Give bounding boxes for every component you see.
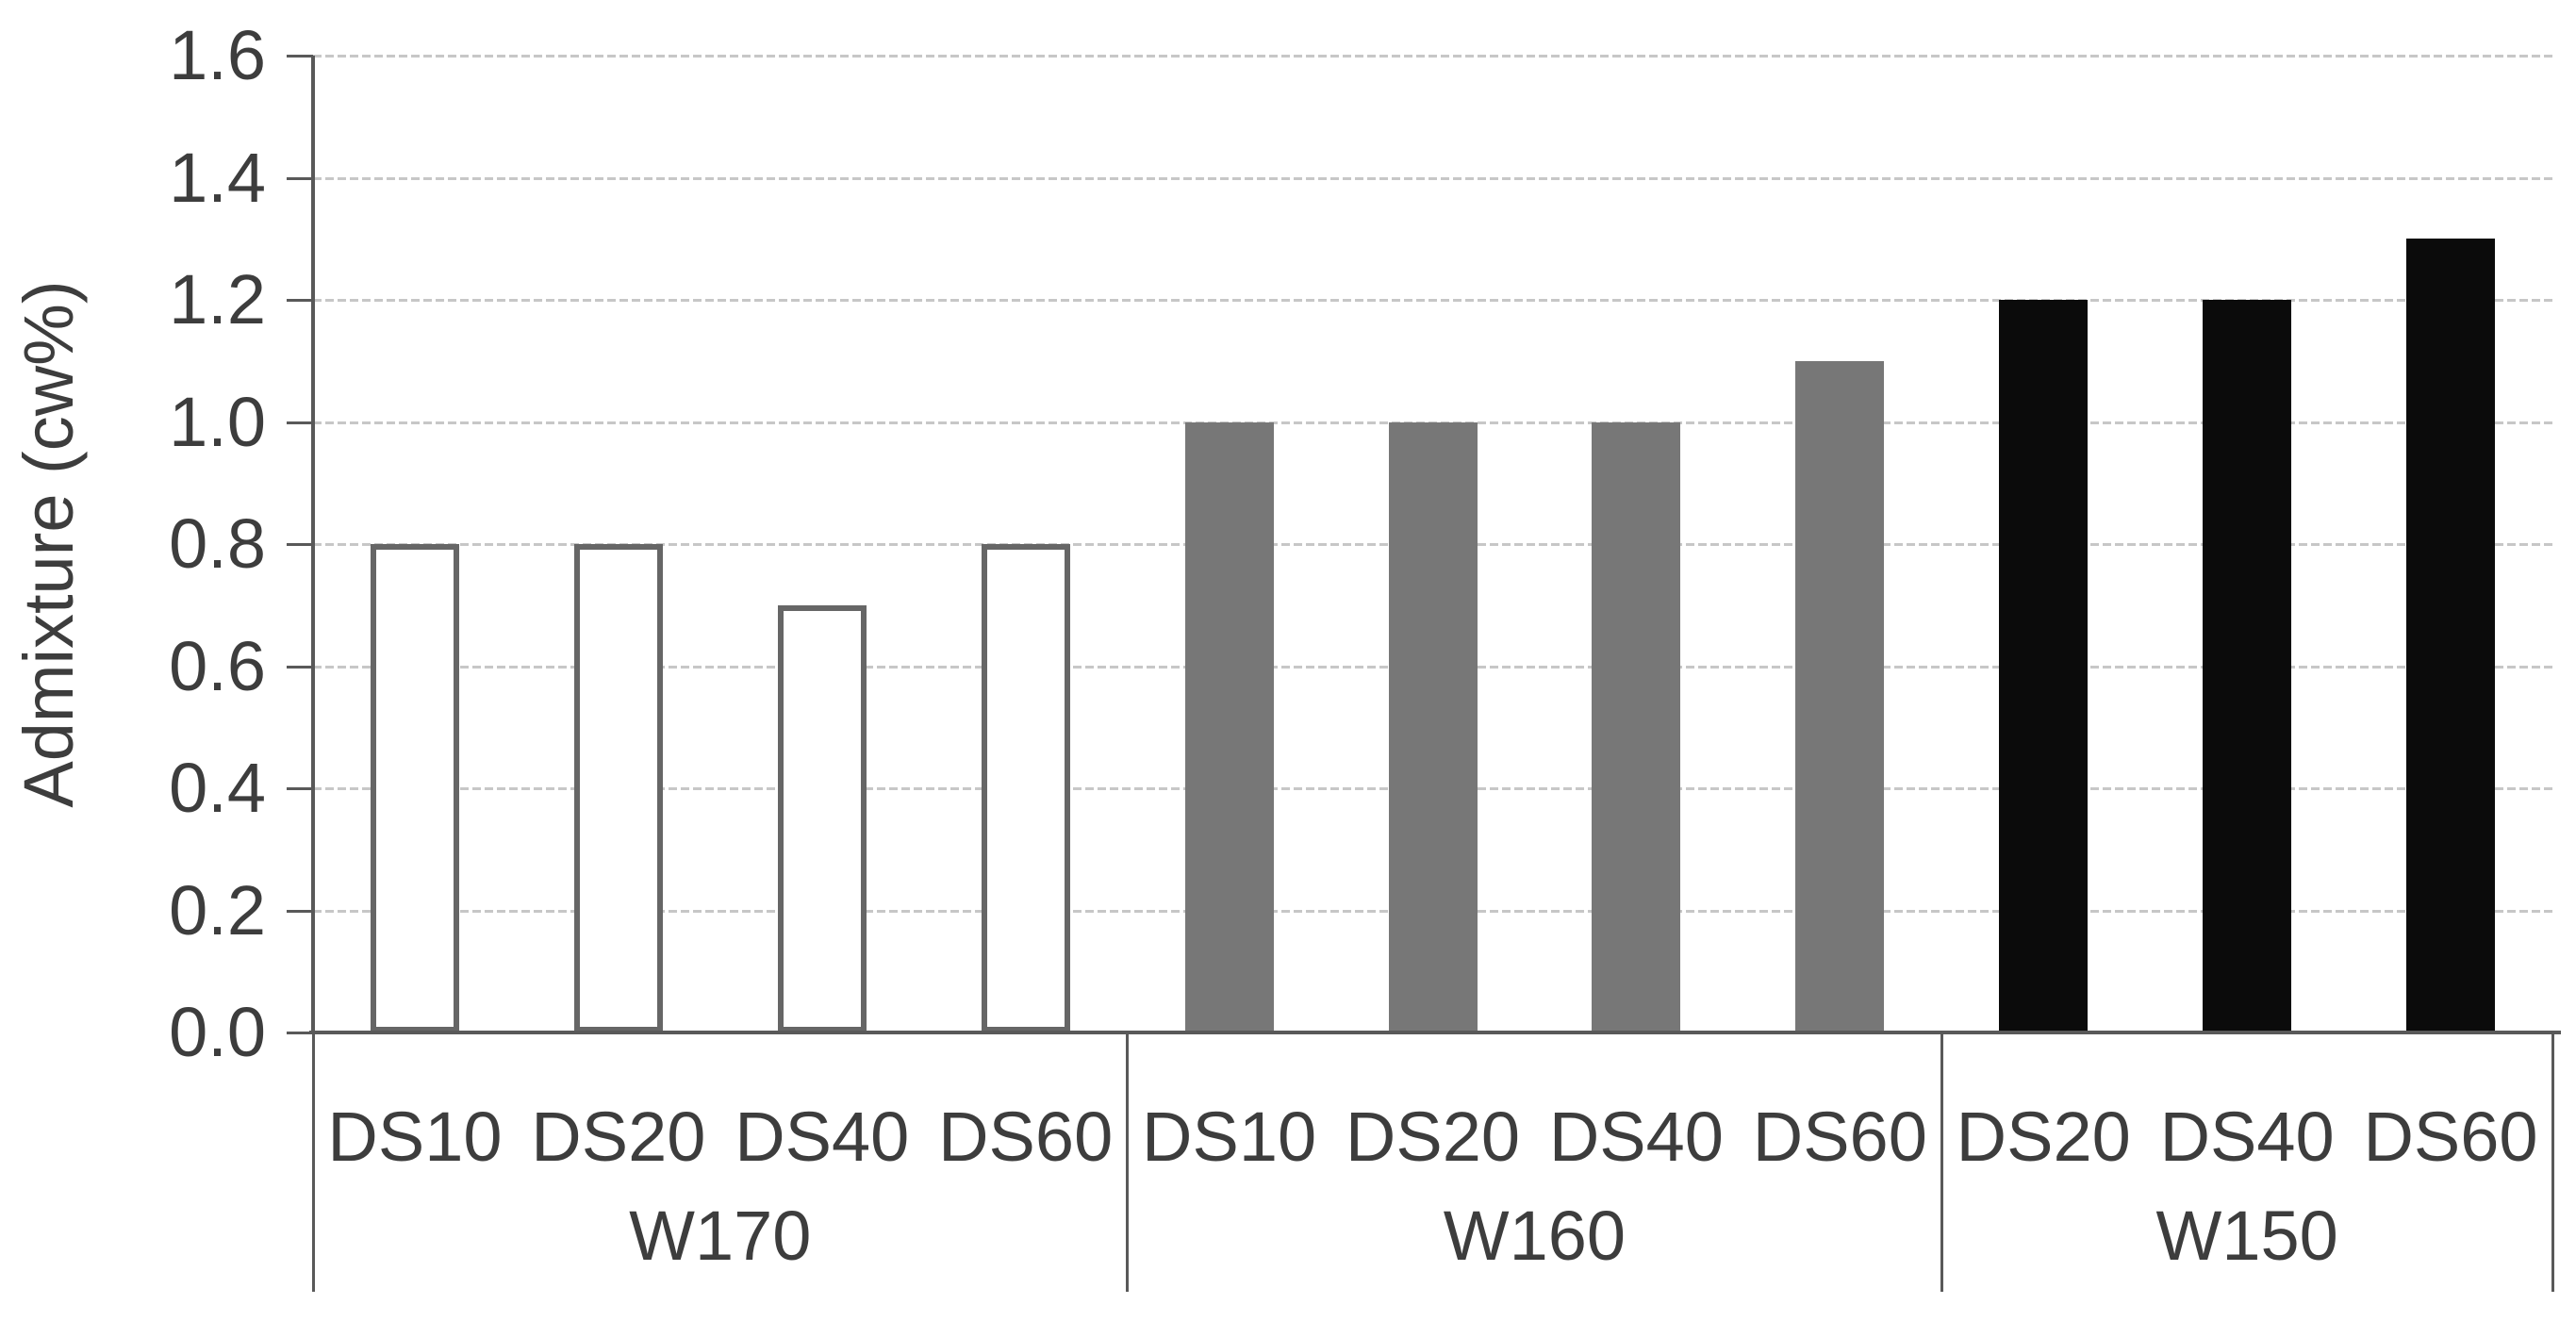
gridline bbox=[313, 176, 2552, 180]
x-axis-line bbox=[309, 1031, 2561, 1034]
gridline bbox=[313, 299, 2552, 302]
category-label-ds20: DS20 bbox=[531, 1098, 706, 1176]
bar-w160-ds10 bbox=[1184, 421, 1274, 1032]
y-axis-tick bbox=[287, 299, 313, 302]
bar-w160-ds20 bbox=[1388, 421, 1478, 1032]
bar-w170-ds20 bbox=[573, 544, 663, 1032]
y-axis-tick bbox=[287, 421, 313, 424]
y-axis-tick bbox=[287, 55, 313, 58]
bar-w170-ds60 bbox=[981, 544, 1070, 1032]
bar-w150-ds60 bbox=[2406, 239, 2496, 1032]
y-axis-tick bbox=[287, 1032, 313, 1034]
category-group-separator bbox=[311, 1032, 315, 1292]
y-tick-label: 1.6 bbox=[169, 16, 266, 94]
category-group-separator bbox=[1126, 1032, 1130, 1292]
category-label-ds60: DS60 bbox=[938, 1098, 1114, 1176]
category-group-separator bbox=[2551, 1032, 2554, 1292]
y-axis-tick bbox=[287, 909, 313, 913]
category-label-ds20: DS20 bbox=[1345, 1098, 1521, 1176]
group-label-w160: W160 bbox=[1443, 1197, 1627, 1275]
y-tick-label: 0.8 bbox=[169, 504, 266, 583]
y-axis-tick bbox=[287, 787, 313, 790]
y-axis-tick bbox=[287, 176, 313, 180]
bar-w170-ds40 bbox=[777, 604, 867, 1032]
y-axis-tick bbox=[287, 543, 313, 546]
y-tick-label: 0.2 bbox=[169, 870, 266, 949]
bar-w160-ds60 bbox=[1795, 360, 1885, 1032]
y-tick-label: 1.4 bbox=[169, 138, 266, 217]
y-tick-label: 1.2 bbox=[169, 260, 266, 339]
bar-w150-ds40 bbox=[2203, 300, 2292, 1032]
gridline bbox=[313, 55, 2552, 58]
group-label-w170: W170 bbox=[629, 1197, 812, 1275]
y-tick-label: 0.0 bbox=[169, 993, 266, 1071]
y-axis-tick bbox=[287, 665, 313, 669]
y-axis-line bbox=[311, 56, 315, 1034]
y-tick-label: 1.0 bbox=[169, 382, 266, 461]
group-label-w150: W150 bbox=[2155, 1197, 2338, 1275]
bar-w170-ds10 bbox=[370, 544, 459, 1032]
category-label-ds60: DS60 bbox=[1752, 1098, 1927, 1176]
category-label-ds10: DS10 bbox=[327, 1098, 503, 1176]
category-label-ds40: DS40 bbox=[735, 1098, 910, 1176]
category-group-separator bbox=[1940, 1032, 1943, 1292]
category-label-ds40: DS40 bbox=[1548, 1098, 1724, 1176]
category-label-ds20: DS20 bbox=[1956, 1098, 2131, 1176]
category-label-ds40: DS40 bbox=[2159, 1098, 2335, 1176]
category-label-ds10: DS10 bbox=[1142, 1098, 1317, 1176]
y-tick-label: 0.4 bbox=[169, 749, 266, 827]
y-tick-label: 0.6 bbox=[169, 626, 266, 705]
category-label-ds60: DS60 bbox=[2363, 1098, 2538, 1176]
bar-w150-ds20 bbox=[1999, 300, 2089, 1032]
y-axis-title: Admixture (cw%) bbox=[9, 280, 88, 808]
bar-w160-ds40 bbox=[1592, 421, 1681, 1032]
